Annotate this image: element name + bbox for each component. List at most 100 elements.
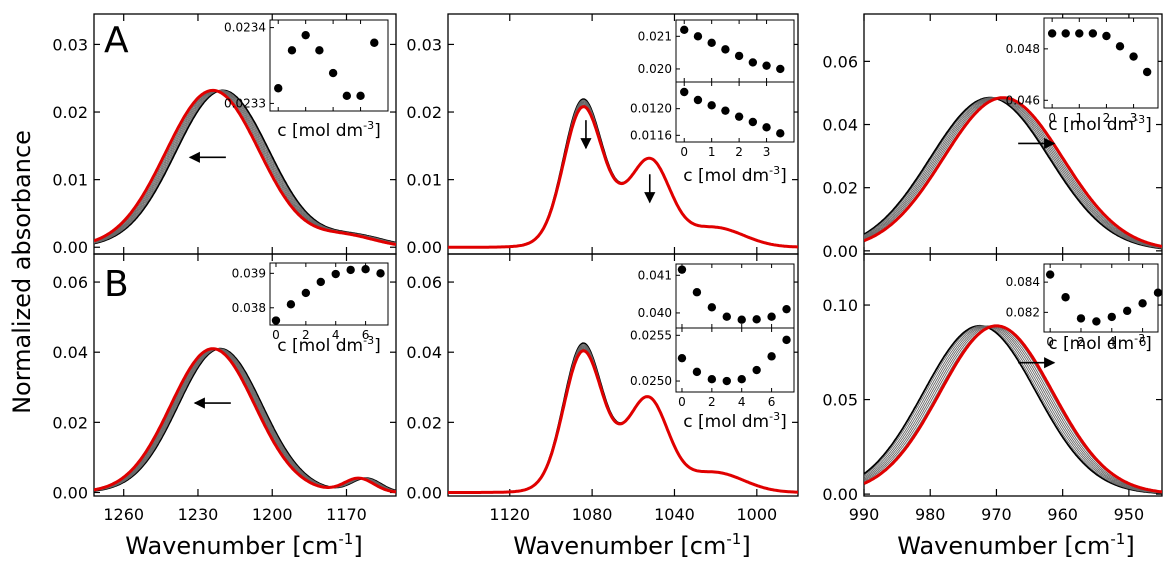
inset-x-axis-label-sup: -3 xyxy=(363,334,374,347)
inset-data-point xyxy=(693,32,703,41)
spectra-series xyxy=(864,96,1162,250)
inset-y-tick-label: 0.046 xyxy=(1006,93,1040,107)
y-tick-label: 0.03 xyxy=(406,35,442,54)
spectrum-red xyxy=(94,347,396,494)
inset-plot: 0.0233 0.0234 xyxy=(224,19,389,112)
y-tick-label: 0.04 xyxy=(822,116,858,135)
inset-x-axis-label: c [mol dm-3] xyxy=(277,119,380,141)
inset-data-point xyxy=(1076,314,1086,323)
inset-x-tick-label: 6 xyxy=(362,328,370,342)
x-tick-label: 1040 xyxy=(654,505,695,524)
spectrum-line xyxy=(864,97,1162,249)
x-axis-label-main: Wavenumber [cm xyxy=(513,532,726,560)
x-tick-label: 1230 xyxy=(178,505,219,524)
inset-data-point xyxy=(721,45,730,54)
inset-x-axis-label-main: c [mol dm xyxy=(683,412,769,432)
inset-data-point xyxy=(737,315,746,324)
x-axis-label-end: ] xyxy=(741,532,750,560)
inset-data-point xyxy=(776,64,785,74)
inset-data-point xyxy=(1045,270,1055,279)
inset-data-point xyxy=(722,312,731,321)
y-tick-label: 0.06 xyxy=(52,273,88,292)
spectrum-line xyxy=(864,325,1162,494)
spectra-series xyxy=(864,324,1162,495)
inset-plot: 0.046 0.048 0 1 2 3 xyxy=(1006,17,1159,125)
y-tick-label: 0.05 xyxy=(822,391,858,410)
inset-data-point xyxy=(722,376,731,386)
inset-data-point xyxy=(692,367,702,377)
spectrum-red xyxy=(448,105,798,249)
inset-data-point xyxy=(1088,29,1098,38)
inset-x-axis-label-main: c [mol dm xyxy=(1048,115,1134,135)
y-tick-label: 0.02 xyxy=(52,103,88,122)
inset-data-point xyxy=(301,30,310,40)
inset-data-point xyxy=(677,265,687,274)
inset-x-axis-label-sup: -3 xyxy=(769,164,780,177)
inset-x-axis-label-end: ] xyxy=(374,121,381,141)
spectrum-line xyxy=(94,347,396,492)
spectrum-line xyxy=(94,89,396,245)
inset-x-axis-label-sup: -3 xyxy=(1134,332,1145,345)
inset-y-tick-label: 0.0255 xyxy=(630,328,672,342)
inset-x-axis-label-end: ] xyxy=(1145,115,1152,135)
spectrum-line xyxy=(864,325,1162,493)
inset-data-point xyxy=(707,375,717,384)
x-axis-label-sup: -1 xyxy=(726,530,741,548)
x-tick-label: 1080 xyxy=(572,505,613,524)
inset-x-axis-label-main: c [mol dm xyxy=(277,121,363,141)
x-axis-label-3: Wavenumber [cm-1] xyxy=(897,530,1134,560)
inset-data-point xyxy=(1061,29,1070,38)
x-tick-label: 960 xyxy=(1047,505,1078,524)
inset-y-tick-label: 0.040 xyxy=(638,306,672,320)
inset-x-axis-label-sup: -3 xyxy=(769,410,780,423)
row-label: B xyxy=(104,264,129,305)
spectrum-red xyxy=(448,349,798,494)
x-axis-label-2: Wavenumber [cm-1] xyxy=(513,530,750,560)
x-axis-label-end: ] xyxy=(1125,532,1134,560)
inset-x-tick-label: 2 xyxy=(735,145,743,159)
spectrum-line xyxy=(94,89,396,245)
inset-x-tick-label: 1 xyxy=(708,145,716,159)
spectrum-line xyxy=(864,96,1162,250)
y-tick-label: 0.02 xyxy=(406,103,442,122)
inset-data-point xyxy=(301,288,311,298)
inset-y-tick-label: 0.041 xyxy=(638,268,672,282)
spectra-series xyxy=(448,98,798,249)
chart-panel-a2: 0.00 0.01 0.02 0.03 0.020 0.021 0.0116 0.0120 0 1… xyxy=(406,13,799,257)
inset-x-tick-label: 0 xyxy=(1046,335,1054,349)
inset-data-point xyxy=(748,117,758,127)
x-axis-label-sup: -1 xyxy=(1110,530,1125,548)
inset-data-point xyxy=(271,316,281,325)
inset-data-point xyxy=(1142,67,1152,77)
y-axis-label: Normalized absorbance xyxy=(8,130,36,414)
spectrum-line xyxy=(864,325,1162,494)
inset-frame xyxy=(269,19,389,112)
inset-y-tick-label: 0.0250 xyxy=(630,374,672,388)
inset-plot: 0.040 0.041 xyxy=(638,263,795,329)
inset-x-tick-label: 2 xyxy=(708,395,716,409)
inset-data-point xyxy=(677,353,687,363)
spectra-series xyxy=(94,88,396,246)
inset-data-point xyxy=(762,61,771,70)
inset-data-point xyxy=(692,288,702,297)
inset-data-point xyxy=(1092,317,1101,326)
y-tick-label: 0.00 xyxy=(52,238,88,257)
inset-data-point xyxy=(680,25,689,34)
inset-data-point xyxy=(782,304,791,314)
inset-data-point xyxy=(752,365,761,375)
inset-data-point xyxy=(776,129,785,138)
y-tick-label: 0.01 xyxy=(406,171,442,190)
y-tick-label: 0.10 xyxy=(822,296,858,315)
x-tick-label: 1170 xyxy=(326,505,367,524)
inset-y-tick-label: 0.0234 xyxy=(224,21,266,35)
inset-data-point xyxy=(767,352,776,361)
inset-data-point xyxy=(782,335,791,345)
svg-text:Wavenumber [cm-1]: Wavenumber [cm-1] xyxy=(513,530,750,560)
x-axis-label-1: Wavenumber [cm-1] xyxy=(125,530,362,560)
inset-data-point xyxy=(286,300,296,309)
plot-frame xyxy=(863,253,1163,497)
svg-text:Wavenumber [cm-1]: Wavenumber [cm-1] xyxy=(897,530,1134,560)
inset-y-tick-label: 0.0116 xyxy=(630,128,672,142)
